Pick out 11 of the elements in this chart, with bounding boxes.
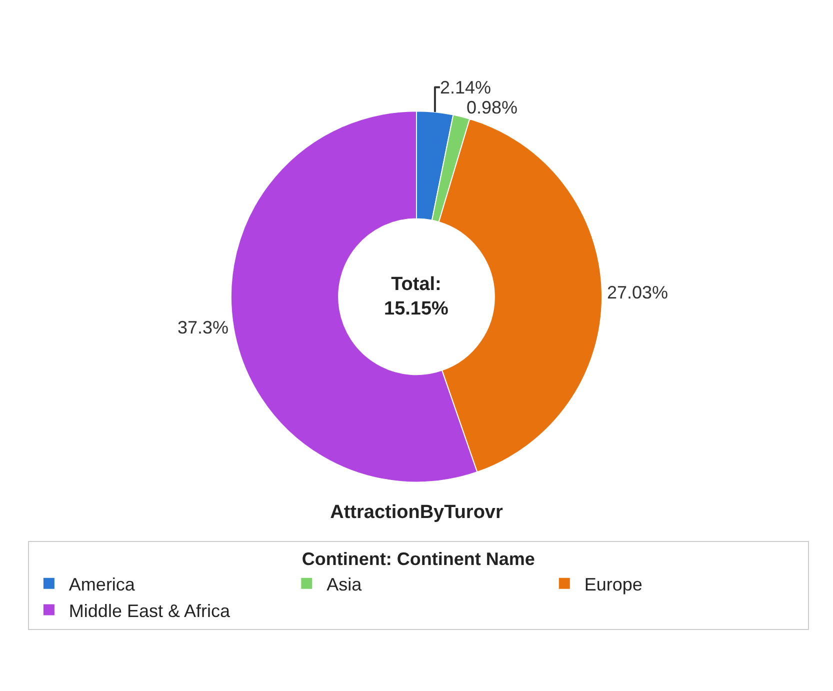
data-label: 37.3% — [177, 318, 229, 338]
text: AttractionByTurovr — [330, 502, 504, 524]
legend-title: Continent: Continent Name — [302, 549, 535, 570]
data-label: 0.98% — [466, 97, 518, 118]
data-label: 2.14% — [440, 77, 492, 98]
legend-label: Middle East & Africa — [68, 600, 231, 621]
data-label: 27.03% — [606, 282, 668, 303]
legend-label: Europe — [584, 574, 642, 594]
legend-label: America — [68, 574, 136, 594]
text: Total: 15.15% — [384, 274, 449, 320]
legend-label: Asia — [326, 574, 363, 594]
